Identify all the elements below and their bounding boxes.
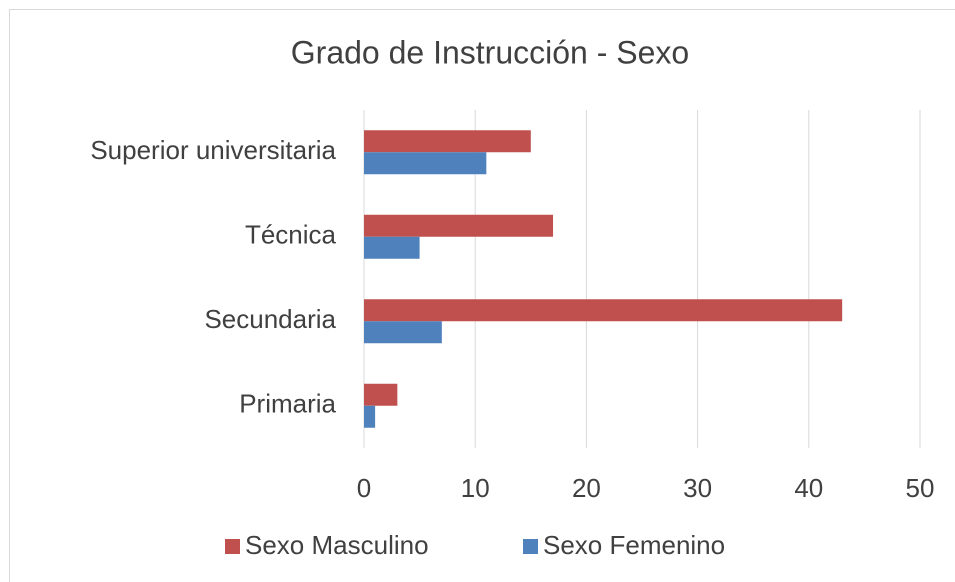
legend-label: Sexo Masculino [245, 530, 429, 560]
chart-title: Grado de Instrucción - Sexo [291, 34, 689, 70]
bar [364, 321, 442, 344]
bar [364, 405, 376, 428]
x-tick-label: 40 [794, 473, 823, 503]
y-tick-label: Técnica [245, 220, 337, 250]
bar [364, 236, 420, 259]
x-tick-label: 20 [572, 473, 601, 503]
x-tick-label: 10 [461, 473, 490, 503]
x-tick-label: 0 [357, 473, 371, 503]
y-tick-label: Superior universitaria [90, 135, 336, 165]
y-tick-label: Primaria [239, 389, 336, 419]
bar [364, 383, 398, 406]
bar [364, 130, 531, 153]
legend-swatch [225, 539, 240, 554]
legend-swatch [523, 539, 538, 554]
legend-label: Sexo Femenino [543, 530, 725, 560]
bar [364, 214, 554, 237]
chart-border [9, 9, 955, 582]
x-tick-label: 50 [906, 473, 935, 503]
x-tick-label: 30 [683, 473, 712, 503]
y-tick-label: Secundaria [204, 304, 336, 334]
bar [364, 299, 843, 322]
bar [364, 152, 487, 175]
